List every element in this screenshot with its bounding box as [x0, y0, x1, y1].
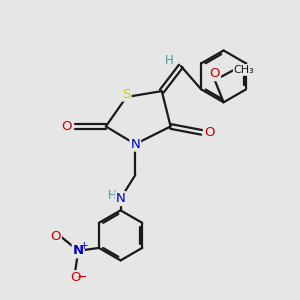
- Text: S: S: [122, 88, 130, 100]
- Text: H: H: [108, 189, 117, 202]
- Text: O: O: [70, 271, 81, 284]
- Text: H: H: [165, 54, 174, 67]
- Text: N: N: [130, 138, 140, 151]
- Text: CH₃: CH₃: [234, 65, 255, 75]
- Text: +: +: [80, 241, 88, 250]
- Text: O: O: [61, 120, 72, 133]
- Text: O: O: [209, 67, 220, 80]
- Text: O: O: [205, 126, 215, 139]
- Text: −: −: [76, 271, 87, 284]
- Text: N: N: [116, 192, 125, 205]
- Text: N: N: [73, 244, 84, 257]
- Text: O: O: [50, 230, 61, 243]
